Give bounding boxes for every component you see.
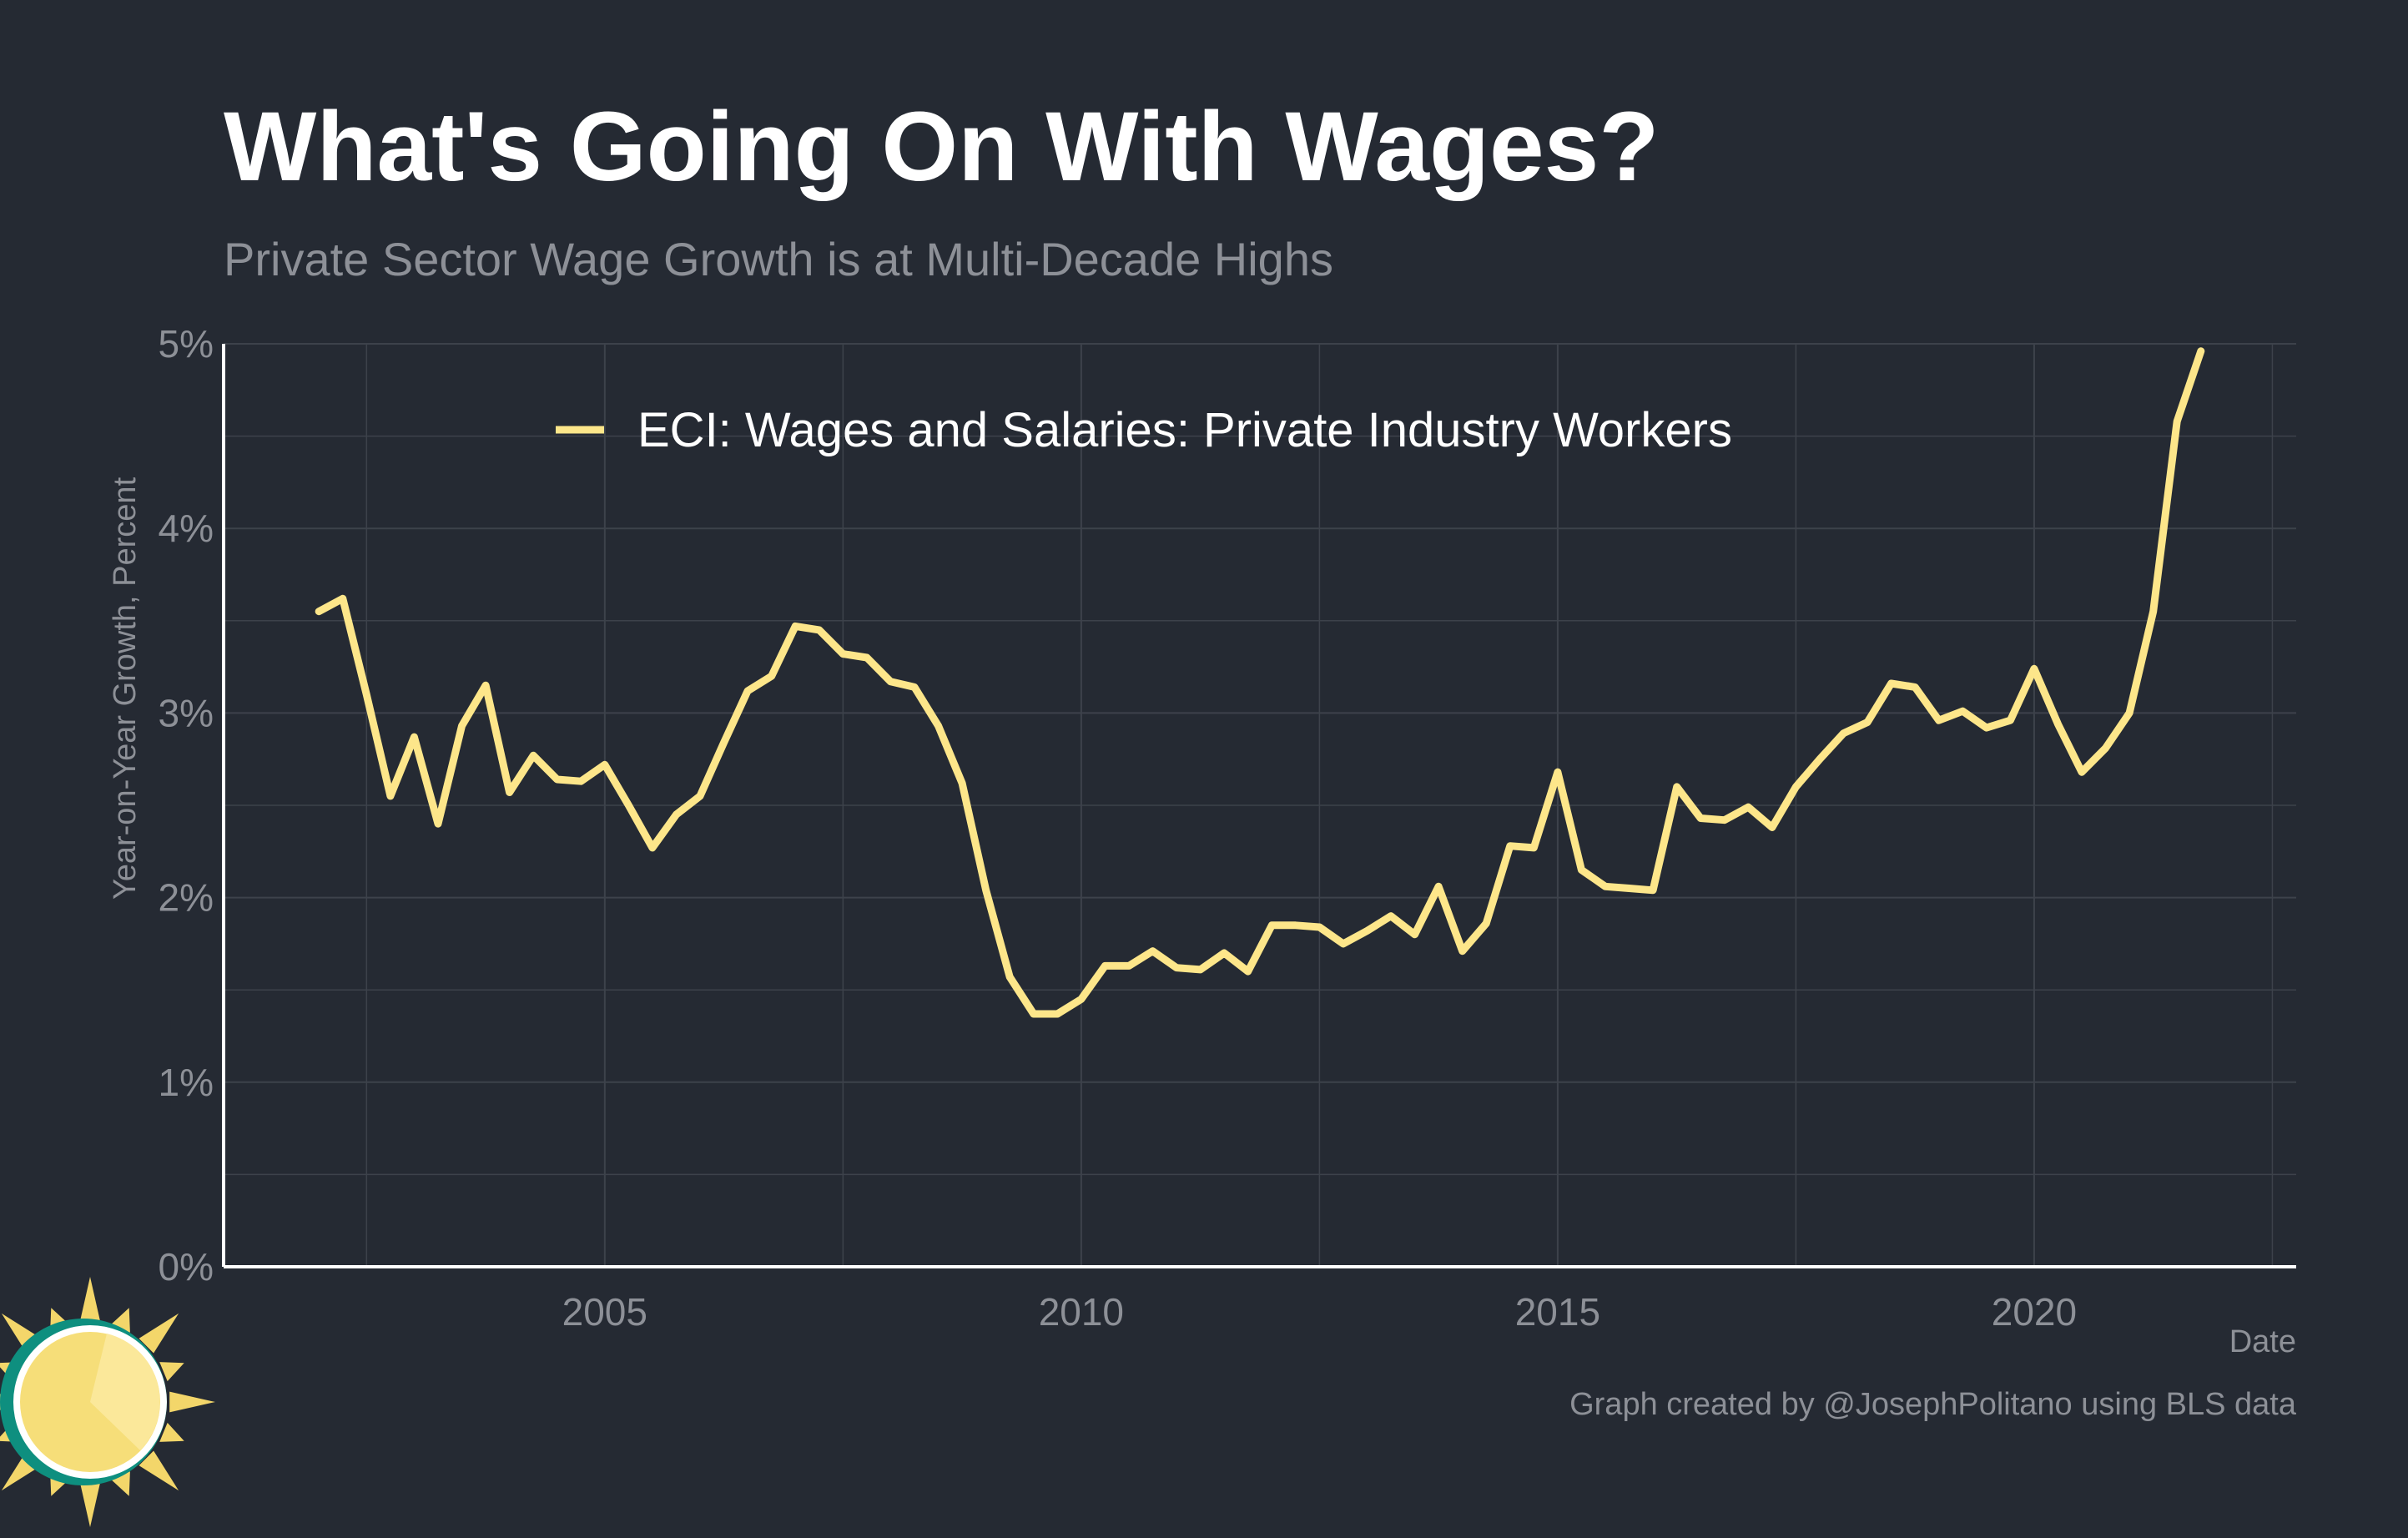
y-tick-label: 4% <box>159 507 214 550</box>
sun-ray <box>169 1392 215 1413</box>
source-caption: Graph created by @JosephPolitano using B… <box>1569 1387 2296 1423</box>
x-tick-label: 2005 <box>562 1290 647 1334</box>
legend-label: ECI: Wages and Salaries: Private Industr… <box>637 403 1732 457</box>
sun-clock-icon <box>0 1277 215 1527</box>
legend: ECI: Wages and Salaries: Private Industr… <box>556 403 1732 457</box>
y-tick-label: 5% <box>159 322 214 366</box>
y-tick-label: 1% <box>159 1061 214 1104</box>
y-tick-label: 2% <box>159 876 214 920</box>
tick-labels: 0% 1% 2% 3% 4% 5% 2005 2010 2015 2020 <box>159 322 2078 1334</box>
sun-ray <box>80 1481 101 1527</box>
sun-ray <box>80 1277 101 1323</box>
x-tick-label: 2010 <box>1039 1290 1124 1334</box>
x-tick-label: 2015 <box>1515 1290 1600 1334</box>
y-tick-label: 3% <box>159 691 214 734</box>
y-tick-label: 0% <box>159 1245 214 1288</box>
y-axis-title: Year-on-Year Growth, Percent <box>108 477 143 900</box>
x-axis-title: Date <box>2229 1324 2296 1359</box>
x-tick-label: 2020 <box>1992 1290 2077 1334</box>
gridlines <box>224 344 2296 1267</box>
